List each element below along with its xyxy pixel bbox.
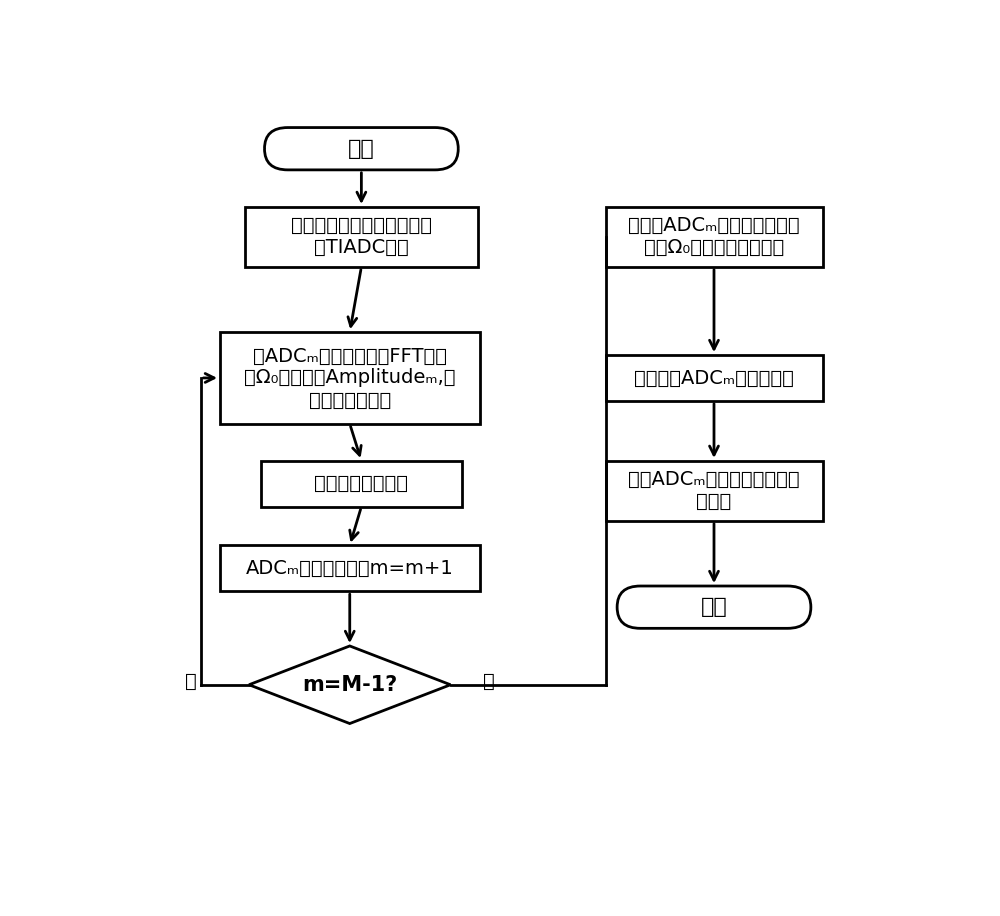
Text: m=M-1?: m=M-1? xyxy=(302,675,397,694)
Polygon shape xyxy=(249,646,450,724)
Text: 求出ADCₘ的时间控制字，发
送校正: 求出ADCₘ的时间控制字，发 送校正 xyxy=(628,470,800,511)
Text: 结束: 结束 xyxy=(701,597,727,617)
Bar xyxy=(220,545,480,592)
Bar xyxy=(606,207,822,267)
Bar xyxy=(220,333,480,424)
FancyBboxPatch shape xyxy=(264,127,458,169)
Bar xyxy=(606,355,822,401)
Text: 求增益校正控制字: 求增益校正控制字 xyxy=(314,474,408,493)
Text: 采集算ADCₘ的量化输出，计
算出Ω₀处各通道的相位值: 采集算ADCₘ的量化输出，计 算出Ω₀处各通道的相位值 xyxy=(628,216,800,257)
Bar xyxy=(261,461,462,507)
FancyBboxPatch shape xyxy=(617,586,811,628)
Bar xyxy=(606,461,822,521)
Text: 对ADCₘ的量化输出作FFT，求
得Ω₀频点幅值Amplitudeₘ,并
求出增益误差值: 对ADCₘ的量化输出作FFT，求 得Ω₀频点幅值Amplitudeₘ,并 求出增… xyxy=(244,346,456,409)
Text: 发送输入信号和默认控制字
到TIADC系统: 发送输入信号和默认控制字 到TIADC系统 xyxy=(291,216,432,257)
Text: 开始: 开始 xyxy=(348,138,375,158)
Text: 是: 是 xyxy=(483,671,495,691)
Bar xyxy=(245,207,478,267)
Text: ADCₘ校正完毕，令m=m+1: ADCₘ校正完毕，令m=m+1 xyxy=(246,559,454,578)
Text: 否: 否 xyxy=(185,671,197,691)
Text: 分别求得ADCₘ的时间误差: 分别求得ADCₘ的时间误差 xyxy=(634,368,794,387)
